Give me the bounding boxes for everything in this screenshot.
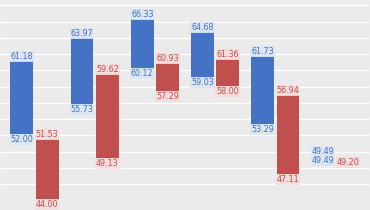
Text: 60.93: 60.93 (156, 54, 179, 63)
Bar (71, 38, 94, 105)
Text: 49.49: 49.49 (312, 156, 334, 165)
Bar (216, 59, 239, 87)
Text: 66.33: 66.33 (131, 10, 154, 19)
Text: 47.11: 47.11 (277, 175, 299, 184)
Bar (131, 19, 154, 70)
Text: 61.73: 61.73 (251, 47, 274, 56)
Text: 57.29: 57.29 (156, 92, 179, 101)
Bar (156, 63, 179, 92)
Text: 59.03: 59.03 (191, 78, 214, 87)
Bar (191, 32, 214, 78)
Text: 49.20: 49.20 (337, 158, 360, 167)
Text: 56.94: 56.94 (276, 86, 299, 95)
Text: 49.13: 49.13 (96, 159, 119, 168)
Bar (276, 95, 299, 175)
Bar (36, 139, 58, 201)
Text: 52.00: 52.00 (10, 135, 33, 144)
Text: 51.53: 51.53 (36, 130, 58, 139)
Text: 49.49: 49.49 (312, 147, 334, 156)
Bar (96, 74, 119, 159)
Text: 58.00: 58.00 (216, 87, 239, 96)
Text: 63.97: 63.97 (71, 29, 94, 38)
Text: 64.68: 64.68 (191, 24, 214, 33)
Text: 53.29: 53.29 (251, 125, 274, 134)
Text: 55.73: 55.73 (71, 105, 94, 114)
Text: 60.12: 60.12 (131, 70, 154, 79)
Text: 59.62: 59.62 (96, 65, 119, 73)
Bar (10, 61, 33, 135)
Text: 61.18: 61.18 (11, 52, 33, 61)
Text: 44.00: 44.00 (36, 201, 58, 209)
Text: 61.36: 61.36 (216, 50, 239, 59)
Bar (251, 56, 274, 125)
